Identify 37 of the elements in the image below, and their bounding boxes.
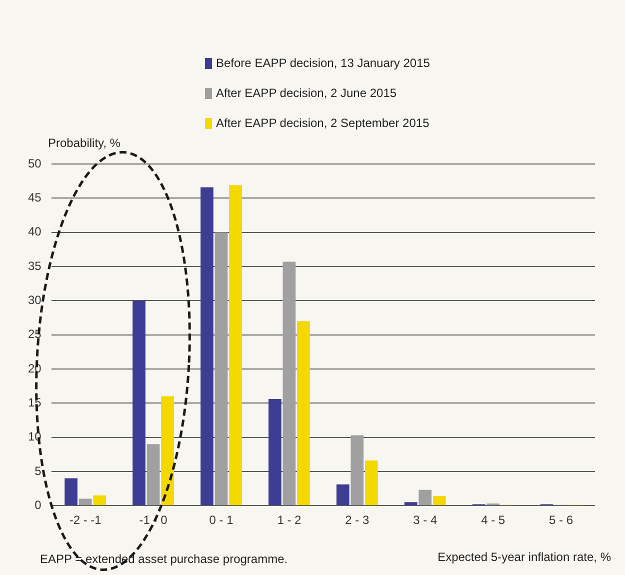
bar <box>268 399 282 506</box>
bar <box>132 300 146 506</box>
bar <box>365 460 378 506</box>
bar <box>200 187 214 506</box>
x-tick-label: 1 - 2 <box>277 513 302 528</box>
bar <box>297 321 310 506</box>
bar <box>93 495 106 506</box>
x-axis-title: Expected 5-year inflation rate, % <box>438 550 611 564</box>
bar <box>161 396 174 506</box>
y-tick-label: 35 <box>28 258 42 273</box>
bar <box>214 232 228 506</box>
legend-label: After EAPP decision, 2 September 2015 <box>216 116 430 130</box>
bar <box>229 185 242 506</box>
y-tick-label: 5 <box>34 464 42 478</box>
y-tick-label: 0 <box>34 498 42 512</box>
legend-label: Before EAPP decision, 13 January 2015 <box>216 56 430 70</box>
y-axis-title: Probability, % <box>48 136 120 150</box>
bar <box>418 490 432 506</box>
bar <box>64 478 78 506</box>
y-tick-label: 45 <box>28 190 42 204</box>
x-tick-label: 5 - 6 <box>549 513 574 528</box>
x-tick-label: 4 - 5 <box>481 513 506 528</box>
y-tick-label: 40 <box>28 224 42 239</box>
bar <box>282 262 296 506</box>
bar <box>146 444 160 506</box>
bar <box>78 498 92 506</box>
x-tick-label: -2 - -1 <box>69 513 102 528</box>
bar <box>336 484 350 506</box>
x-tick-label: 0 - 1 <box>209 513 234 528</box>
bar <box>432 496 446 506</box>
bar <box>350 435 364 506</box>
legend-label: After EAPP decision, 2 June 2015 <box>216 86 397 100</box>
y-tick-label: 30 <box>28 292 42 307</box>
bar <box>404 502 418 506</box>
x-tick-label: 2 - 3 <box>345 513 370 528</box>
y-tick-label: 50 <box>28 156 42 170</box>
x-tick-label: 3 - 4 <box>413 513 438 528</box>
